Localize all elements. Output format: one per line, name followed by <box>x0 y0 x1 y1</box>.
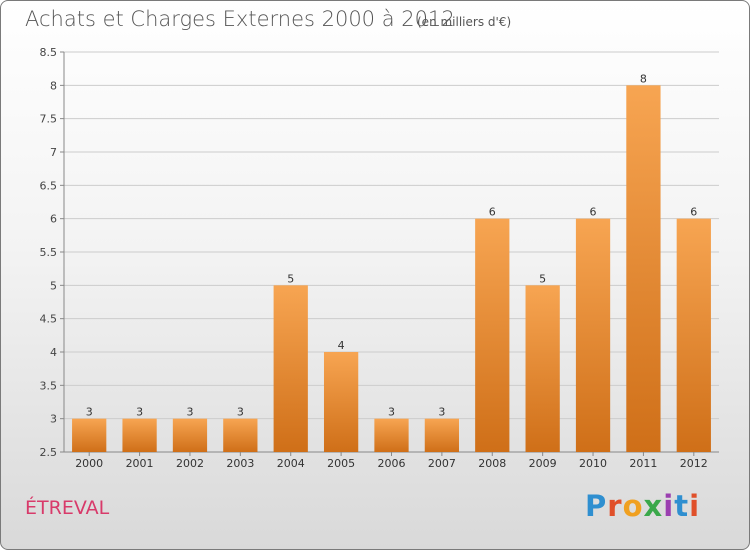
bar-value-label: 3 <box>237 406 244 419</box>
x-tick-label: 2005 <box>327 457 355 470</box>
y-tick-label: 6 <box>50 213 57 226</box>
bar-value-label: 3 <box>186 406 193 419</box>
proxiti-logo[interactable]: Proxiti <box>585 489 700 523</box>
x-tick-label: 2000 <box>75 457 103 470</box>
logo-letter: i <box>689 489 701 523</box>
x-tick-label: 2012 <box>680 457 708 470</box>
bar-value-label: 5 <box>287 272 294 285</box>
x-tick-label: 2003 <box>226 457 254 470</box>
bar-value-label: 8 <box>640 72 647 85</box>
bar <box>122 418 157 452</box>
bar <box>525 285 560 452</box>
y-tick-label: 3 <box>50 413 57 426</box>
x-tick-label: 2009 <box>529 457 557 470</box>
logo-letter: r <box>607 489 623 523</box>
place-name: ÉTREVAL <box>25 497 110 519</box>
bar <box>424 418 460 452</box>
x-tick-label: 2007 <box>428 457 456 470</box>
y-tick-label: 5 <box>50 279 57 292</box>
bar-value-label: 6 <box>590 206 597 219</box>
bar <box>273 285 308 452</box>
bar-value-label: 3 <box>438 406 445 419</box>
bar <box>223 418 258 452</box>
logo-letter: i <box>663 489 675 523</box>
bar-value-label: 6 <box>489 206 496 219</box>
x-tick-label: 2004 <box>277 457 305 470</box>
y-tick-label: 2.5 <box>40 446 58 459</box>
bar-value-label: 6 <box>690 206 697 219</box>
bar <box>575 218 611 452</box>
y-tick-label: 8 <box>50 79 57 92</box>
bar <box>72 418 107 452</box>
logo-letter: P <box>585 489 608 523</box>
x-tick-label: 2006 <box>378 457 406 470</box>
bar-value-label: 5 <box>539 272 546 285</box>
y-tick-label: 5.5 <box>40 246 58 259</box>
chart-title: Achats et Charges Externes 2000 à 2012 <box>25 7 455 31</box>
chart-subtitle: (en milliers d'€) <box>417 15 512 29</box>
logo-letter: o <box>622 489 644 523</box>
bar <box>172 418 208 452</box>
bar <box>323 352 359 452</box>
bar <box>475 218 510 452</box>
y-tick-label: 4 <box>50 346 57 359</box>
bar-value-label: 3 <box>388 406 395 419</box>
logo-letter: t <box>674 489 690 523</box>
bar-value-label: 4 <box>338 339 345 352</box>
y-tick-label: 3.5 <box>40 379 58 392</box>
x-tick-label: 2001 <box>126 457 154 470</box>
x-tick-label: 2011 <box>629 457 657 470</box>
bar-value-label: 3 <box>136 406 143 419</box>
x-tick-label: 2008 <box>478 457 506 470</box>
bar <box>626 85 661 452</box>
y-tick-label: 8.5 <box>40 46 58 59</box>
y-tick-label: 7 <box>50 146 57 159</box>
x-tick-label: 2002 <box>176 457 204 470</box>
logo-letter: x <box>643 489 664 523</box>
y-tick-label: 7.5 <box>40 113 58 126</box>
y-tick-label: 4.5 <box>40 313 58 326</box>
bar <box>374 418 409 452</box>
y-tick-label: 6.5 <box>40 179 58 192</box>
bar <box>676 218 711 452</box>
bar-value-label: 3 <box>86 406 93 419</box>
x-tick-label: 2010 <box>579 457 607 470</box>
